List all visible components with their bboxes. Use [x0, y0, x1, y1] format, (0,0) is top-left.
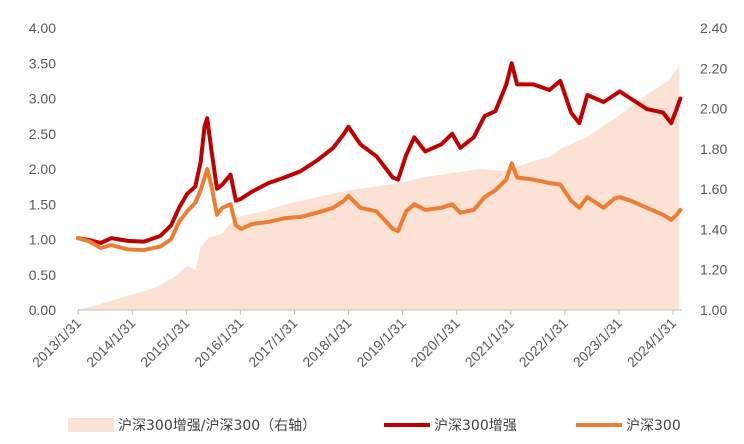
y-right-tick-label: 1.80 [700, 141, 727, 157]
y-right-tick-label: 2.40 [700, 20, 727, 36]
y-left-tick-label: 1.50 [29, 196, 56, 212]
y-left-tick-label: 2.50 [29, 126, 56, 142]
legend: 沪深300增强/沪深300（右轴） 沪深300增强 沪深300 [68, 418, 681, 434]
x-tick-label: 2022/1/31 [516, 315, 572, 371]
legend-swatch-area [68, 418, 114, 432]
legend-label: 沪深300增强 [434, 418, 517, 434]
x-tick-label: 2013/1/31 [29, 315, 85, 371]
series-line-csi300 [76, 161, 683, 253]
series-line-enhanced [76, 61, 683, 245]
y-left-tick-label: 0.50 [29, 267, 56, 283]
x-tick-label: 2018/1/31 [299, 315, 355, 371]
x-tick-label: 2019/1/31 [353, 315, 409, 371]
x-tick-label: 2023/1/31 [570, 315, 626, 371]
x-tick-label: 2015/1/31 [137, 315, 193, 371]
legend-label: 沪深300增强/沪深300（右轴） [118, 418, 316, 434]
line-layer [76, 61, 683, 253]
x-tick-label: 2020/1/31 [407, 315, 463, 371]
y-right-tick-label: 2.00 [700, 101, 727, 117]
area-layer [78, 66, 680, 310]
y-right-tick-label: 2.20 [700, 60, 727, 76]
x-tick-label: 2024/1/31 [624, 315, 680, 371]
y-left-tick-label: 3.00 [29, 91, 56, 107]
y-left-tick-label: 0.00 [29, 302, 56, 318]
x-tick-label: 2014/1/31 [83, 315, 139, 371]
x-tick-label: 2017/1/31 [245, 315, 301, 371]
y-left-tick-label: 3.50 [29, 55, 56, 71]
y-left-tick-label: 4.00 [29, 20, 56, 36]
y-right-tick-label: 1.00 [700, 302, 727, 318]
y-left-tick-label: 2.00 [29, 161, 56, 177]
series-area-ratio [78, 66, 680, 310]
x-tick-label: 2021/1/31 [462, 315, 518, 371]
y-right-tick-label: 1.20 [700, 262, 727, 278]
y-left-tick-label: 1.00 [29, 232, 56, 248]
x-tick-label: 2016/1/31 [191, 315, 247, 371]
y-right-tick-label: 1.40 [700, 221, 727, 237]
legend-label: 沪深300 [626, 418, 681, 434]
y-right-tick-label: 1.60 [700, 181, 727, 197]
